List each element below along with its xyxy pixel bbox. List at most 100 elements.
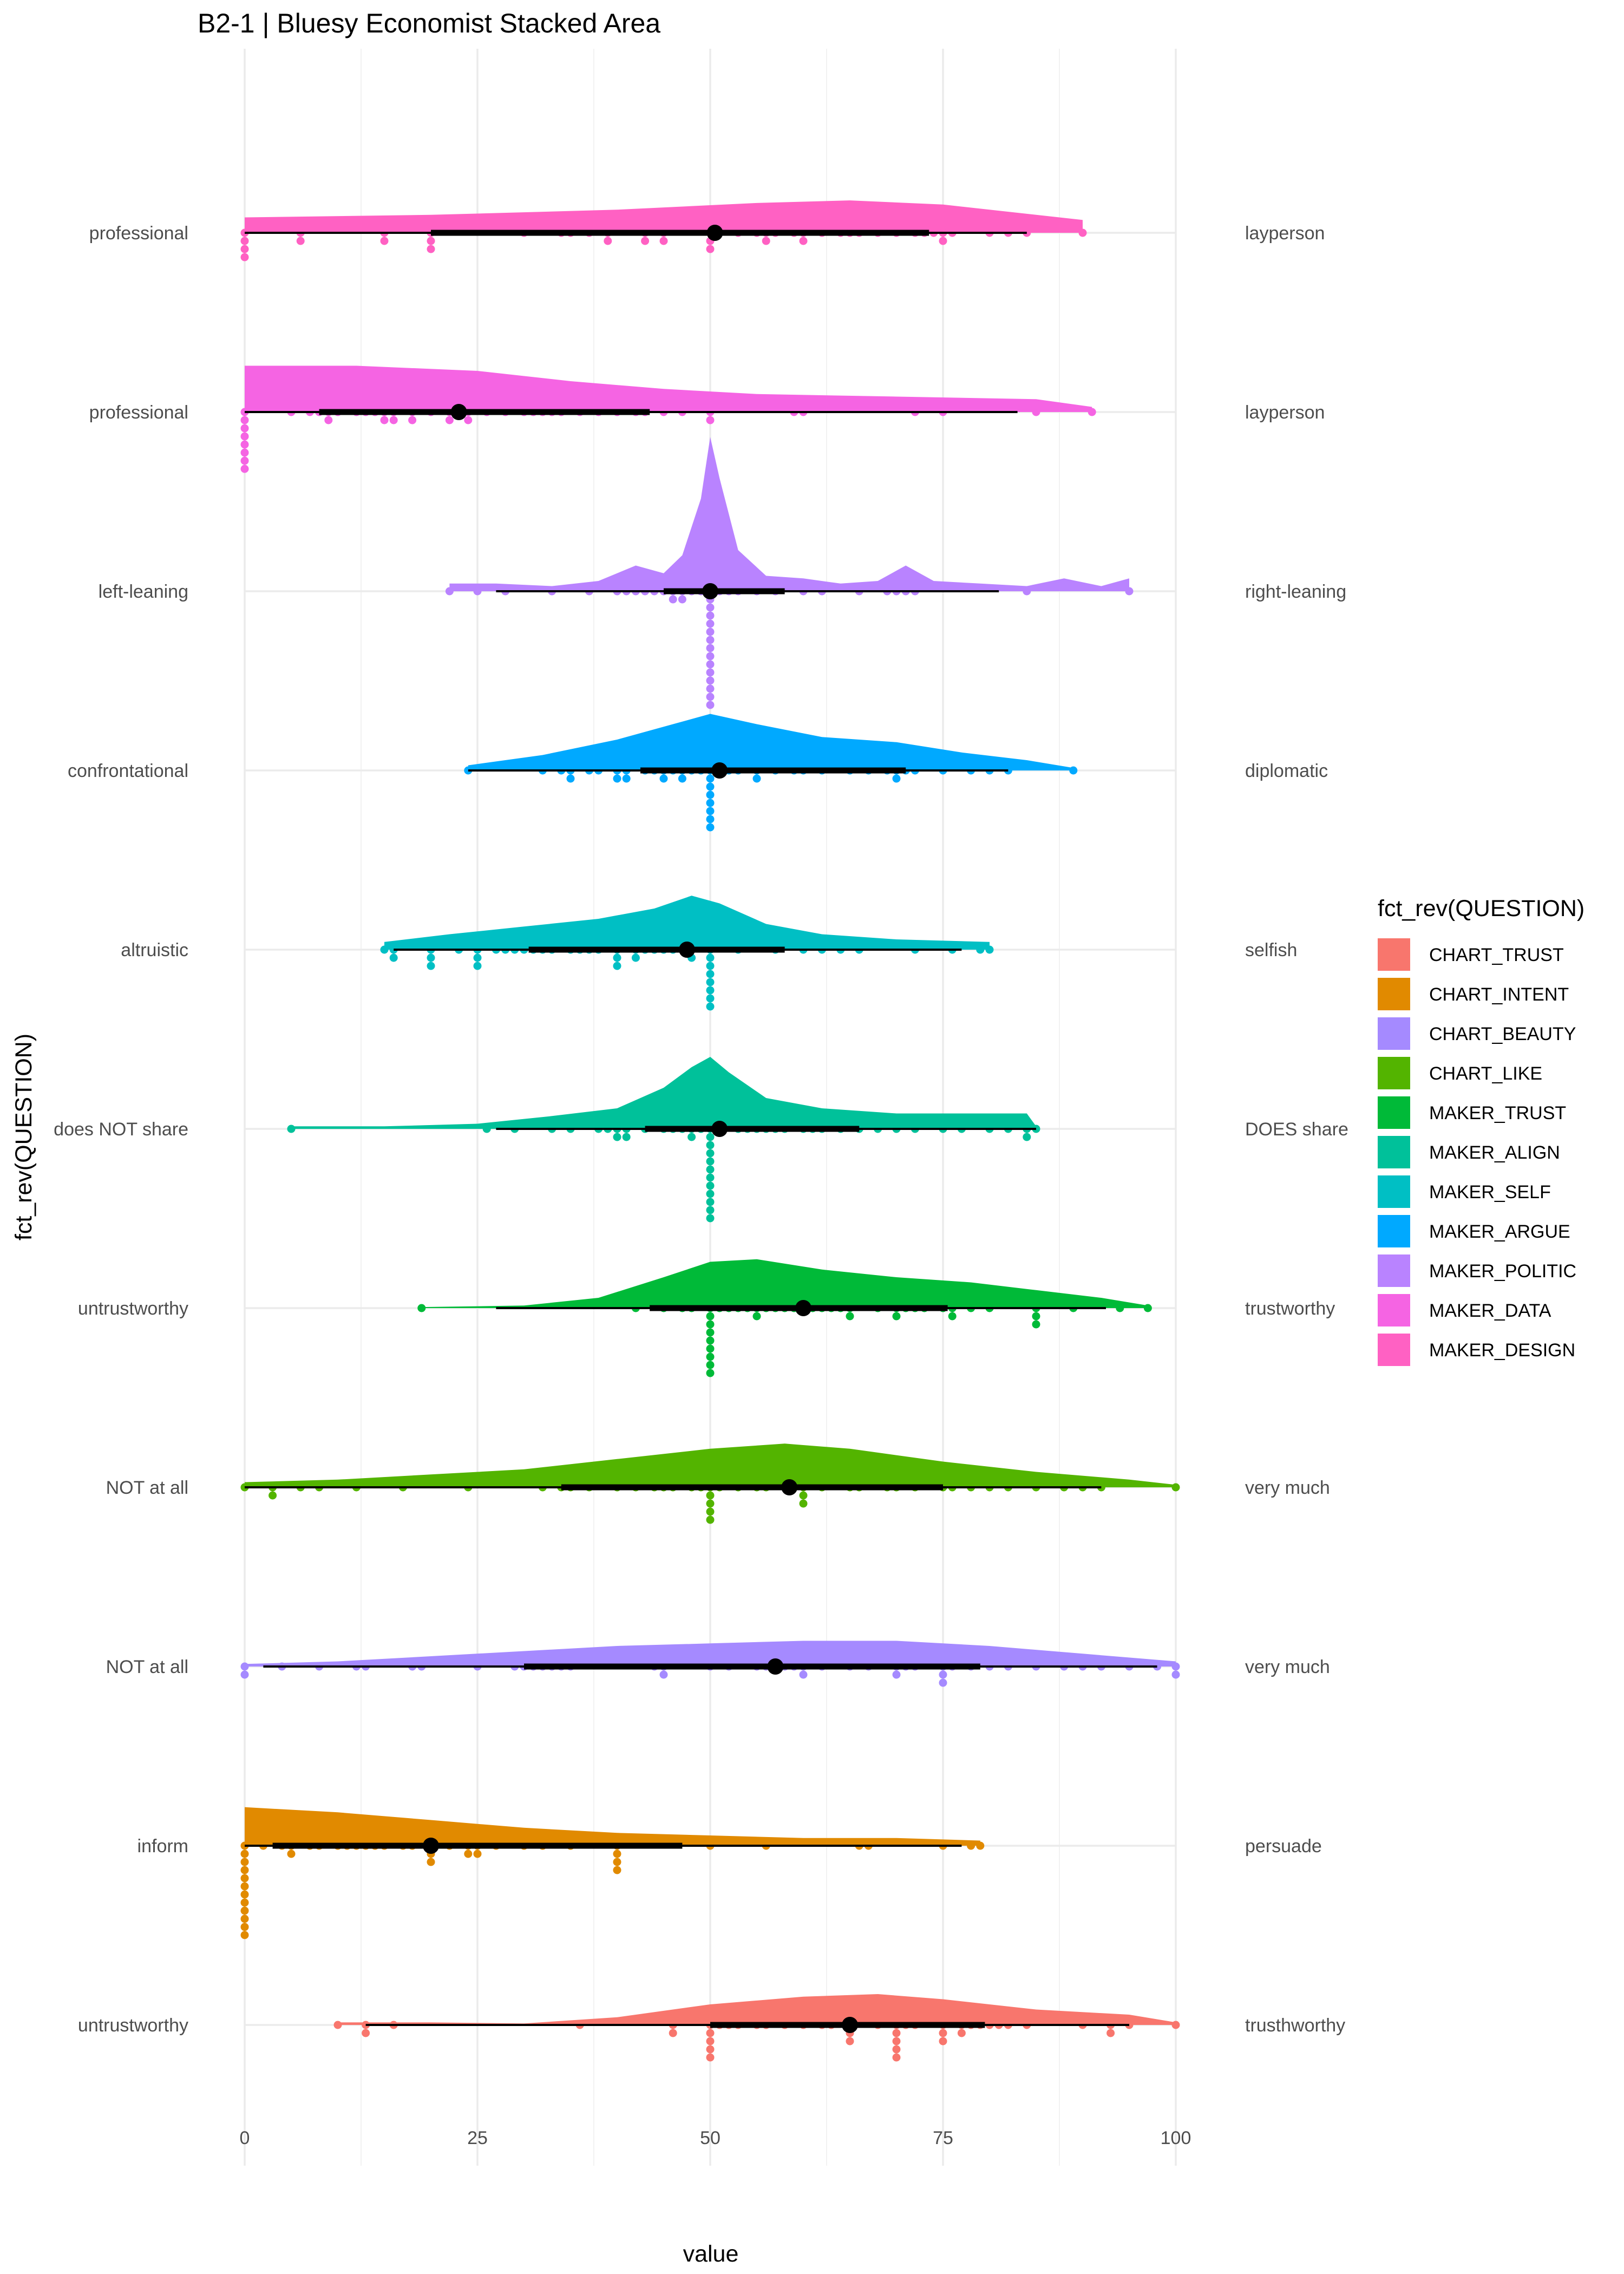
data-point <box>706 815 715 824</box>
data-point <box>427 962 435 970</box>
legend-swatch <box>1378 1175 1410 1208</box>
data-point <box>1069 766 1078 775</box>
data-point <box>762 237 770 245</box>
data-point <box>333 2021 342 2029</box>
legend-swatch <box>1378 1096 1410 1129</box>
data-point <box>799 1499 808 1508</box>
legend-entry-label: CHART_TRUST <box>1429 945 1564 965</box>
mean-point <box>423 1838 439 1854</box>
density-cloud-maker-argue <box>468 714 1073 770</box>
mean-point <box>781 1479 798 1495</box>
right-anchor-label: diplomatic <box>1245 761 1328 781</box>
data-point <box>706 2037 715 2046</box>
data-point <box>1116 1304 1124 1312</box>
data-point <box>799 1670 808 1679</box>
data-point <box>706 962 715 970</box>
data-point <box>892 2053 901 2062</box>
data-point <box>1023 587 1031 596</box>
legend-entry-label: CHART_INTENT <box>1429 984 1569 1005</box>
left-anchor-label: inform <box>137 1836 188 1857</box>
legend-entry-label: MAKER_ARGUE <box>1429 1221 1570 1242</box>
data-point <box>706 2053 715 2062</box>
right-anchor-label: trustworthy <box>1245 1298 1335 1319</box>
data-point <box>706 1181 715 1190</box>
left-anchor-label: left-leaning <box>99 581 188 602</box>
data-point <box>706 668 715 677</box>
data-point <box>948 1312 957 1321</box>
data-point <box>706 692 715 701</box>
data-point <box>613 774 621 783</box>
density-cloud-maker-design <box>245 200 1083 233</box>
x-tick-label: 25 <box>467 2128 488 2148</box>
data-point <box>706 970 715 978</box>
data-point <box>1078 228 1087 237</box>
data-point <box>706 1190 715 1198</box>
data-point <box>706 644 715 652</box>
data-point <box>613 1850 621 1858</box>
legend-entry-label: MAKER_DESIGN <box>1429 1340 1575 1361</box>
data-point <box>240 1858 249 1866</box>
data-point <box>706 1499 715 1508</box>
data-point <box>706 676 715 685</box>
data-point <box>706 1361 715 1369</box>
data-point <box>706 2029 715 2037</box>
data-point <box>240 1866 249 1874</box>
data-point <box>427 245 435 253</box>
data-point <box>240 237 249 245</box>
data-point <box>240 1882 249 1891</box>
data-point <box>427 953 435 962</box>
data-point <box>445 587 454 596</box>
data-point <box>706 1002 715 1011</box>
data-point <box>1023 1133 1031 1141</box>
data-point <box>240 1914 249 1923</box>
data-point <box>380 237 389 245</box>
data-point <box>473 953 482 962</box>
data-point <box>706 1312 715 1321</box>
data-point <box>380 945 389 954</box>
data-point <box>427 237 435 245</box>
left-anchor-label: professional <box>89 223 188 244</box>
data-point <box>706 1328 715 1337</box>
legend-entry-label: MAKER_DATA <box>1429 1301 1551 1321</box>
density-cloud-maker-align <box>291 1057 1036 1129</box>
data-point <box>706 782 715 791</box>
data-point <box>240 1874 249 1883</box>
data-point <box>613 953 621 962</box>
data-point <box>622 774 631 783</box>
data-point <box>706 1344 715 1353</box>
data-point <box>706 1336 715 1345</box>
legend-entry-label: CHART_BEAUTY <box>1429 1024 1576 1044</box>
legend-swatch <box>1378 978 1410 1010</box>
data-point <box>706 416 715 424</box>
right-anchor-label: layperson <box>1245 223 1325 244</box>
legend-swatch <box>1378 1334 1410 1366</box>
legend-title: fct_rev(QUESTION) <box>1378 896 1584 922</box>
x-tick-label: 75 <box>933 2128 953 2148</box>
data-point <box>1171 1483 1180 1492</box>
data-point <box>706 1198 715 1206</box>
data-point <box>706 994 715 1003</box>
legend-swatch <box>1378 1057 1410 1089</box>
data-point <box>939 237 947 245</box>
data-point <box>613 1866 621 1874</box>
legend-swatch <box>1378 938 1410 971</box>
data-point <box>240 1898 249 1907</box>
legend-entry-label: MAKER_TRUST <box>1429 1103 1566 1123</box>
data-point <box>641 237 650 245</box>
data-point <box>240 1662 249 1671</box>
interval-summaries <box>245 225 1157 2033</box>
data-point <box>678 774 686 783</box>
data-point <box>706 1165 715 1174</box>
data-point <box>706 660 715 669</box>
data-point <box>473 587 482 596</box>
data-point <box>706 1141 715 1149</box>
density-cloud-chart-trust <box>338 1994 1176 2025</box>
data-point <box>706 1214 715 1223</box>
data-point <box>706 1507 715 1516</box>
axis-labels: 0 25 50 75 100 professional layperson professio… <box>54 223 1348 2148</box>
data-point <box>240 416 249 424</box>
data-point <box>240 448 249 457</box>
legend-swatch <box>1378 1294 1410 1327</box>
data-point <box>613 1133 621 1141</box>
data-point <box>1143 1304 1152 1312</box>
